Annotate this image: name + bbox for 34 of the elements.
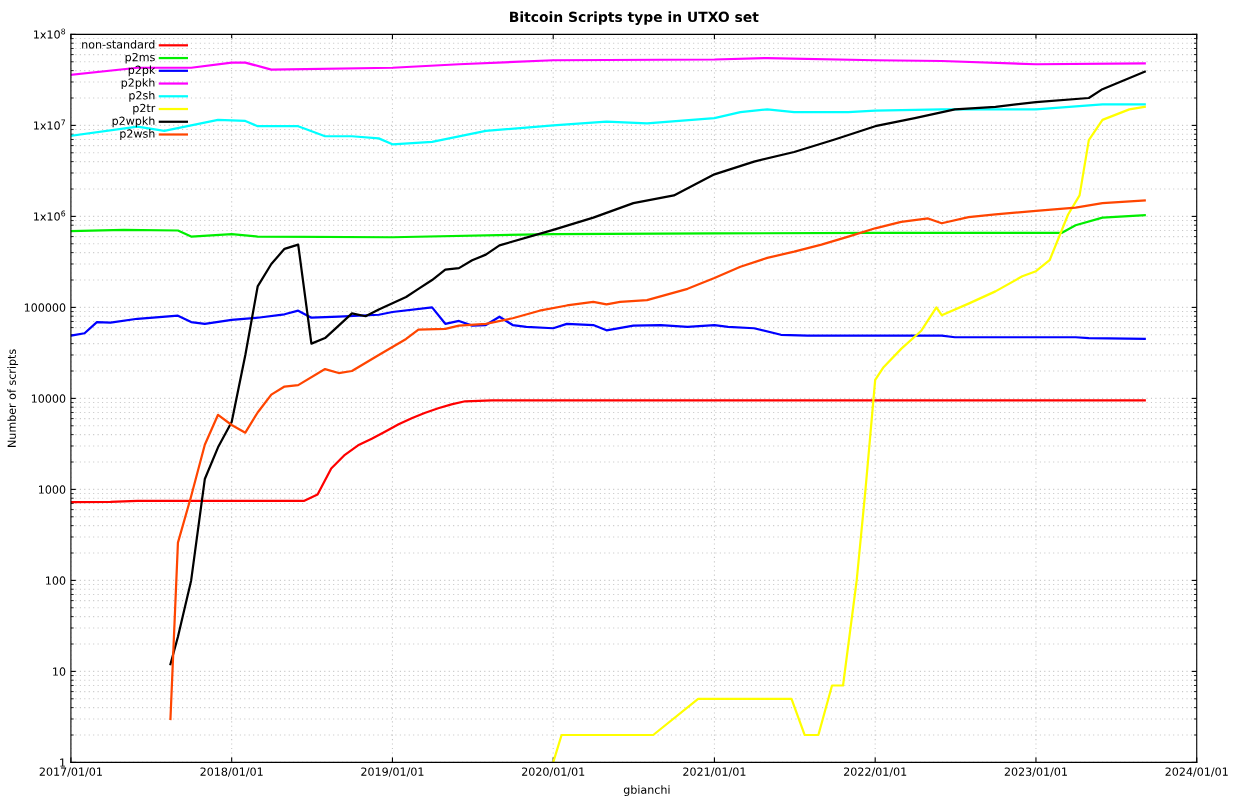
legend-label: p2pkh [121, 78, 155, 89]
y-tick-label: 10000 [31, 394, 66, 403]
x-tick-label: 2019/01/01 [361, 767, 424, 777]
legend-label: non-standard [82, 39, 155, 49]
y-tick-label: 1 [60, 758, 66, 767]
y-axis-title: Number of scripts [7, 349, 19, 447]
legend-label: p2wpkh [112, 116, 155, 128]
line-series [169, 70, 1146, 666]
x-tick-label: 2020/01/01 [522, 767, 585, 777]
line-series [552, 105, 1146, 763]
line-series [70, 399, 1146, 504]
legend-label: p2sh [129, 90, 155, 102]
y-tick-label: 10 [53, 667, 66, 676]
y-tick-label: 1x10$^{6}$ [34, 210, 66, 221]
x-tick-label: 2017/01/01 [39, 767, 102, 777]
y-tick-label: 1000 [38, 485, 66, 494]
x-tick-label: 2024/01/01 [1165, 767, 1228, 777]
line-series [70, 214, 1146, 239]
legend-label: p2wsh [120, 129, 155, 140]
x-tick-label: 2021/01/01 [683, 767, 746, 777]
line-series [169, 199, 1146, 721]
x-tick-label: 2023/01/01 [1004, 767, 1067, 777]
y-tick-label: 1x10$^{8}$ [34, 28, 66, 39]
line-series [70, 103, 1146, 146]
y-tick-label: 100 [46, 576, 66, 585]
text: gbianchi [623, 785, 670, 796]
y-tick-label: 1x10$^{7}$ [34, 119, 65, 130]
legend-label: p2tr [133, 103, 156, 115]
y-tick-label: 100000 [24, 303, 66, 312]
chart-title: Bitcoin Scripts type in UTXO set [510, 11, 759, 25]
legend-label: p2ms [125, 52, 155, 64]
x-tick-label: 2022/01/01 [843, 767, 907, 777]
x-tick-label: 2018/01/01 [200, 767, 263, 777]
line-series [70, 306, 1146, 341]
